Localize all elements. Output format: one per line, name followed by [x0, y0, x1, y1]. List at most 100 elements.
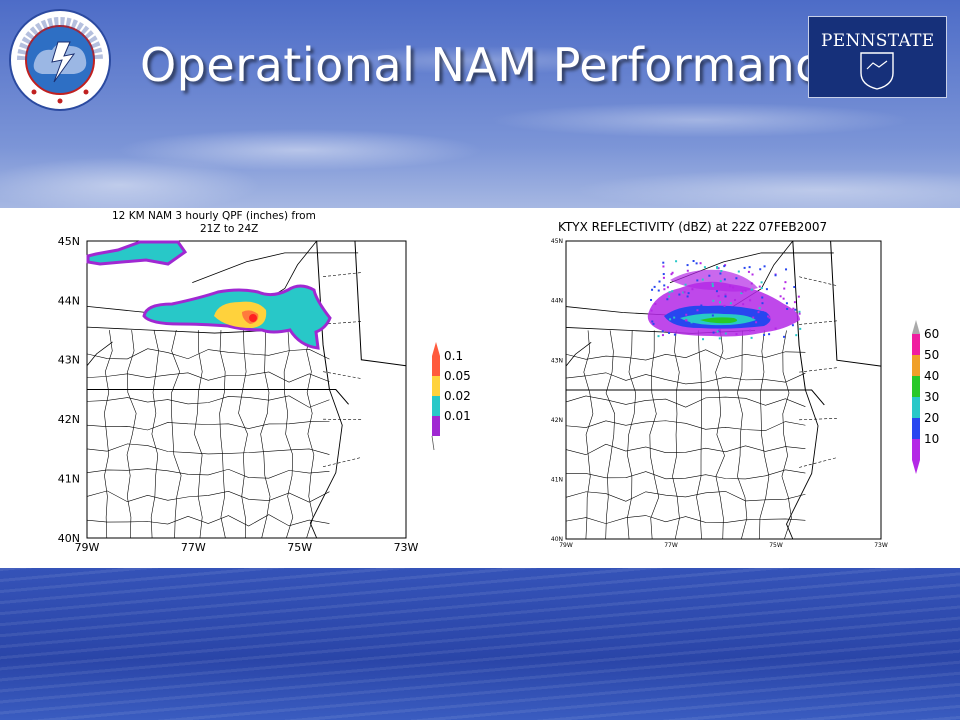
refl-pixel: [711, 314, 714, 317]
legend-swatch: [432, 396, 440, 416]
refl-pixel: [774, 274, 777, 277]
lon-tick-label: 73W: [874, 542, 888, 549]
refl-pixel: [760, 287, 763, 290]
county-line: [323, 371, 362, 379]
refl-pixel: [763, 333, 766, 336]
left-map-title-line1: 12 KM NAM 3 hourly QPF (inches) from: [112, 210, 316, 222]
refl-pixel: [774, 327, 777, 330]
refl-pixel: [758, 285, 761, 288]
refl-pixel: [685, 313, 688, 316]
refl-pixel: [798, 310, 801, 313]
county-line: [799, 457, 837, 468]
refl-pixel: [724, 295, 727, 298]
maps-figure: 12 KM NAM 3 hourly QPF (inches) from 21Z…: [58, 210, 940, 554]
county-line: [86, 490, 330, 503]
state-border: [87, 389, 349, 405]
refl-pixel: [711, 282, 714, 285]
county-line: [781, 330, 792, 540]
refl-pixel: [716, 266, 719, 269]
refl-pixel: [653, 285, 656, 288]
refl-pixel: [720, 270, 723, 273]
county-line: [86, 468, 330, 479]
lat-tick-label: 42N: [58, 413, 80, 426]
refl-pixel: [668, 331, 671, 334]
refl-pixel: [768, 333, 771, 336]
refl-pixel: [657, 335, 660, 338]
refl-pixel: [793, 301, 796, 304]
legend-cap: [432, 342, 440, 356]
legend-label: 0.01: [444, 409, 471, 423]
legend-label: 0.1: [444, 349, 463, 363]
refl-pixel: [678, 293, 681, 296]
refl-pixel: [666, 298, 669, 301]
legend-swatch: [432, 416, 440, 436]
county-line: [715, 330, 725, 540]
refl-pixel: [744, 289, 747, 292]
refl-pixel: [663, 288, 666, 291]
county-line: [649, 330, 660, 540]
refl-pixel: [761, 302, 764, 305]
state-border: [786, 389, 819, 540]
county-line: [194, 330, 203, 539]
refl-pixel: [719, 272, 722, 275]
refl-pixel: [696, 279, 699, 282]
refl-pixel: [663, 284, 666, 287]
nws-logo: [9, 9, 111, 111]
county-line: [565, 491, 806, 502]
legend-swatch: [912, 439, 920, 460]
legend-swatch: [912, 418, 920, 439]
refl-pixel: [767, 315, 770, 318]
refl-pixel: [719, 280, 722, 283]
left-lon-labels: 79W 77W 75W 73W: [75, 541, 419, 554]
legend-swatch: [912, 334, 920, 355]
county-line: [260, 330, 271, 539]
lon-tick-label: 75W: [769, 542, 783, 549]
refl-pixel: [675, 260, 678, 263]
state-border: [309, 389, 343, 539]
refl-pixel: [799, 327, 802, 330]
refl-pixel: [742, 303, 745, 306]
refl-pixel: [687, 292, 690, 295]
refl-pixel: [712, 331, 715, 334]
refl-pixel: [723, 304, 726, 307]
refl-pixel: [718, 337, 721, 340]
refl-pixel: [798, 312, 801, 315]
refl-pixel: [703, 266, 706, 269]
refl-pixel: [763, 265, 766, 268]
refl-pixel: [765, 288, 768, 291]
refl-10dbz-north: [670, 269, 758, 292]
lat-tick-label: 43N: [58, 354, 80, 367]
refl-pixel: [661, 330, 664, 333]
left-legend: 0.1 0.05 0.02 0.01: [431, 342, 471, 451]
refl-pixel: [708, 274, 711, 277]
county-line: [238, 330, 248, 539]
refl-pixel: [651, 288, 654, 291]
legend-swatch: [912, 397, 920, 418]
county-line: [799, 320, 837, 325]
refl-pixel: [743, 266, 746, 269]
county-line: [605, 330, 616, 540]
county-line: [737, 330, 748, 540]
refl-pixel: [682, 291, 685, 294]
refl-pixel: [683, 291, 686, 294]
legend-cap: [912, 460, 920, 474]
refl-pixel: [759, 268, 762, 271]
county-line: [322, 457, 362, 468]
legend-swatch: [912, 376, 920, 397]
refl-pixel: [750, 282, 753, 285]
refl-pixel: [654, 302, 657, 305]
refl-pixel: [668, 291, 671, 294]
refl-pixel: [712, 299, 715, 302]
sea-background: [0, 568, 960, 720]
refl-pixel: [768, 316, 771, 319]
refl-pixel: [783, 335, 786, 338]
refl-pixel: [782, 297, 785, 300]
refl-pixel: [650, 309, 653, 312]
refl-40dbz: [700, 317, 738, 324]
refl-pixel: [671, 271, 674, 274]
county-line: [627, 330, 636, 540]
lat-tick-label: 43N: [551, 357, 563, 364]
refl-pixel: [723, 278, 726, 281]
legend-label: 50: [924, 348, 939, 362]
lat-tick-label: 45N: [58, 235, 80, 248]
